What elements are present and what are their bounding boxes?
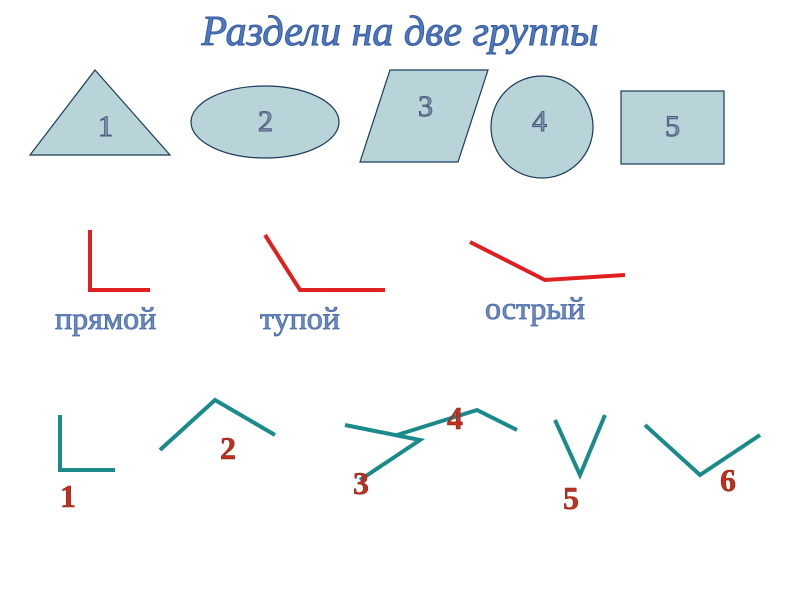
red-angle-right: [90, 290, 100, 300]
angle-number-5: 5: [563, 480, 579, 517]
shape-label-4: 4: [532, 105, 547, 139]
shape-label-3: 3: [418, 90, 433, 124]
angle-number-2: 2: [220, 430, 236, 467]
angle-number-4: 4: [447, 400, 463, 437]
angle-number-3: 3: [353, 465, 369, 502]
shape-label-2: 2: [258, 105, 273, 139]
angle-number-6: 6: [720, 462, 736, 499]
red-angle-acute: [545, 280, 555, 290]
angle-label-acute: острый: [485, 290, 585, 327]
red-angle-obtuse: [300, 290, 310, 300]
angle-label-right: прямой: [55, 300, 156, 337]
teal-angle-3: [420, 440, 430, 450]
teal-angle-2: [215, 400, 225, 410]
teal-angle-4: [477, 410, 487, 420]
angle-label-obtuse: тупой: [260, 300, 340, 337]
angle-number-1: 1: [60, 478, 76, 515]
shape-label-1: 1: [98, 110, 113, 144]
teal-angle-5: [580, 475, 590, 485]
teal-angle-6: [700, 475, 710, 485]
page-title: Раздели на две группы: [202, 8, 599, 56]
shape-label-5: 5: [665, 110, 680, 144]
